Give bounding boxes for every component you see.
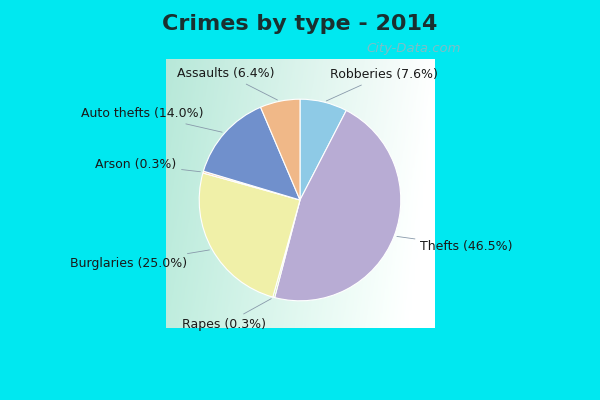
Wedge shape [273, 200, 300, 298]
Wedge shape [300, 99, 346, 200]
Text: Thefts (46.5%): Thefts (46.5%) [397, 236, 513, 253]
Text: Burglaries (25.0%): Burglaries (25.0%) [70, 250, 209, 270]
Wedge shape [260, 99, 300, 200]
Text: Rapes (0.3%): Rapes (0.3%) [182, 299, 271, 331]
Text: Assaults (6.4%): Assaults (6.4%) [177, 67, 277, 100]
Text: Arson (0.3%): Arson (0.3%) [95, 158, 200, 172]
Text: Robberies (7.6%): Robberies (7.6%) [326, 68, 439, 101]
Wedge shape [199, 173, 300, 297]
Wedge shape [203, 171, 300, 200]
Text: Crimes by type - 2014: Crimes by type - 2014 [163, 14, 437, 34]
Wedge shape [275, 110, 401, 301]
Text: Auto thefts (14.0%): Auto thefts (14.0%) [82, 108, 222, 132]
Wedge shape [203, 107, 300, 200]
Text: City-Data.com: City-Data.com [367, 42, 461, 55]
